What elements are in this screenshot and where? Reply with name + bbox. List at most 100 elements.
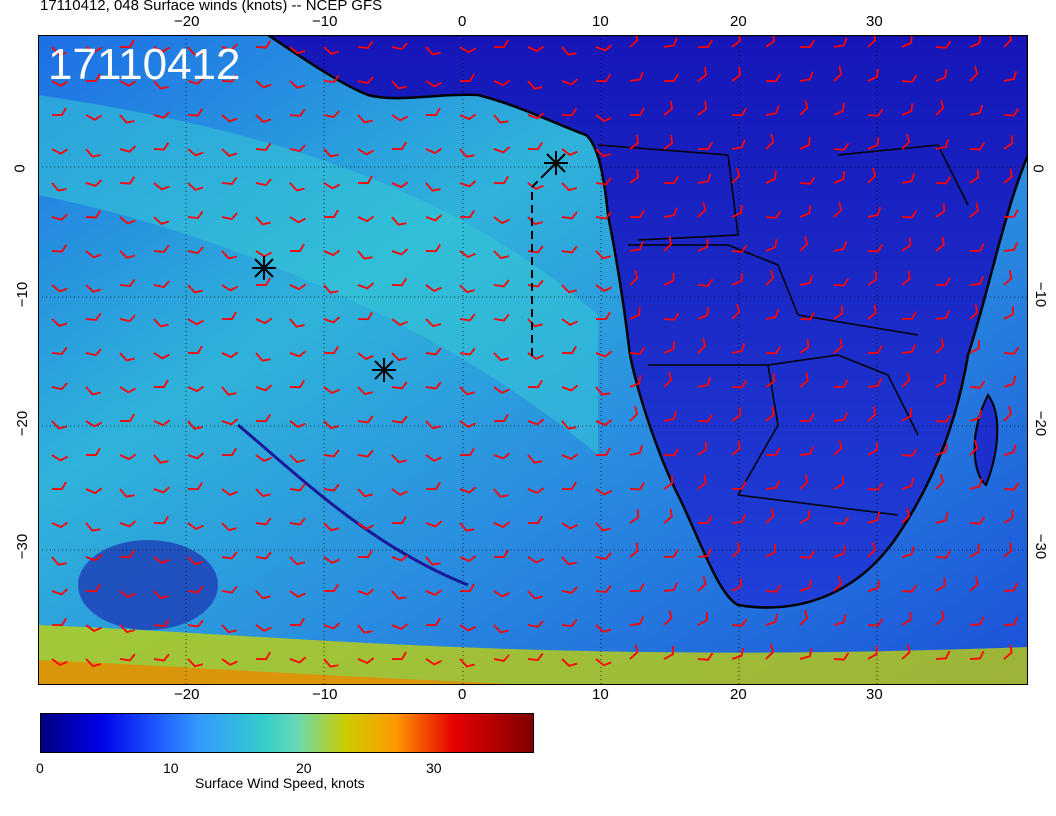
wind-barb <box>595 624 612 633</box>
wind-barb <box>697 515 713 524</box>
wind-barb <box>153 486 171 494</box>
x-tick-top: 10 <box>592 13 609 30</box>
wind-barb <box>289 318 305 328</box>
wind-barb <box>221 212 238 221</box>
shear-line <box>237 423 469 587</box>
wind-barb <box>187 522 204 531</box>
wind-barb <box>323 622 341 630</box>
wind-barb <box>425 214 443 222</box>
wind-barb <box>425 347 442 356</box>
southern-high-wind-band <box>38 625 1028 685</box>
wind-barb <box>595 585 612 594</box>
wind-barb <box>561 245 578 254</box>
wind-barb <box>527 45 545 53</box>
wind-barb <box>595 284 612 292</box>
wind-barb <box>493 175 509 185</box>
wind-barb <box>51 284 68 293</box>
wind-barb <box>629 35 639 48</box>
wind-barb <box>323 658 339 668</box>
wind-barb <box>969 169 980 184</box>
wind-barb <box>51 617 67 627</box>
wind-barb <box>289 420 306 429</box>
wind-barb <box>493 313 510 322</box>
wind-barb <box>697 307 710 320</box>
wind-barb <box>731 343 746 354</box>
timestamp-label: 17110412 <box>48 40 241 89</box>
wind-barb <box>697 441 708 456</box>
wind-barb <box>323 74 340 83</box>
wind-barb <box>935 310 951 320</box>
wind-barb <box>527 80 543 90</box>
wind-barb <box>969 276 985 286</box>
graticule <box>38 35 1028 685</box>
page-title: 17110412, 048 Surface winds (knots) -- N… <box>40 0 383 14</box>
wind-barb <box>799 339 810 354</box>
wind-barb <box>731 168 741 184</box>
wind-barb <box>51 182 67 192</box>
wind-barb <box>391 454 407 464</box>
wind-barb <box>85 447 101 456</box>
wind-barb <box>901 448 918 457</box>
wind-barb <box>391 515 407 525</box>
wind-barb <box>901 644 911 660</box>
wind-barb <box>799 205 812 218</box>
wind-barb <box>765 447 781 456</box>
wind-barb <box>493 624 509 634</box>
wind-barb <box>153 244 170 253</box>
wind-barb <box>153 111 171 119</box>
wind-barb <box>561 420 577 430</box>
wind-barb <box>459 73 475 82</box>
wind-barb <box>153 352 171 360</box>
wind-barb <box>391 352 408 362</box>
wind-barb <box>561 78 579 86</box>
wind-barb <box>459 522 475 532</box>
wind-barb <box>595 311 611 321</box>
wind-barb <box>85 284 102 293</box>
wind-barb <box>187 246 204 255</box>
wind-barb <box>561 586 578 594</box>
wind-barb <box>119 453 137 461</box>
wind-barb <box>663 236 673 252</box>
wind-barb <box>935 69 948 82</box>
wind-barb <box>1003 242 1019 252</box>
wind-barb <box>459 180 477 188</box>
wind-barb <box>765 373 776 388</box>
wind-barb <box>255 551 272 560</box>
wind-barb <box>799 413 815 422</box>
wind-barb <box>867 137 880 150</box>
wind-barb <box>527 487 545 494</box>
wind-barb <box>697 337 707 354</box>
wind-barb <box>901 611 912 626</box>
wind-barb <box>901 270 911 286</box>
wind-barb <box>731 204 743 218</box>
wind-barb <box>493 39 509 48</box>
wind-barb <box>391 623 409 630</box>
wind-barb <box>629 482 646 491</box>
wind-barb <box>799 71 814 82</box>
wind-barb <box>425 420 441 430</box>
wind-barb <box>935 550 952 559</box>
wind-barb <box>85 554 103 562</box>
wind-barb <box>459 386 475 396</box>
y-tick-right: −10 <box>1032 281 1050 308</box>
wind-barb <box>119 352 135 362</box>
wind-barb <box>391 415 408 424</box>
wind-barb <box>765 346 782 355</box>
wind-barb <box>799 235 809 252</box>
wind-barb <box>391 216 407 226</box>
wind-barb <box>731 618 748 627</box>
wind-barb <box>561 148 578 157</box>
wind-barb <box>663 646 674 660</box>
wind-barb <box>697 612 708 626</box>
wind-barb <box>663 134 674 150</box>
wind-barb <box>493 79 511 87</box>
wind-barb <box>187 420 203 430</box>
wind-barb <box>731 66 742 82</box>
y-tick-left: −20 <box>14 410 32 437</box>
wind-barb <box>663 475 674 490</box>
wind-barb <box>833 142 850 151</box>
wind-barb <box>425 381 442 390</box>
wind-barb <box>833 171 846 184</box>
wind-barb <box>85 312 102 321</box>
wind-barb <box>425 589 443 596</box>
